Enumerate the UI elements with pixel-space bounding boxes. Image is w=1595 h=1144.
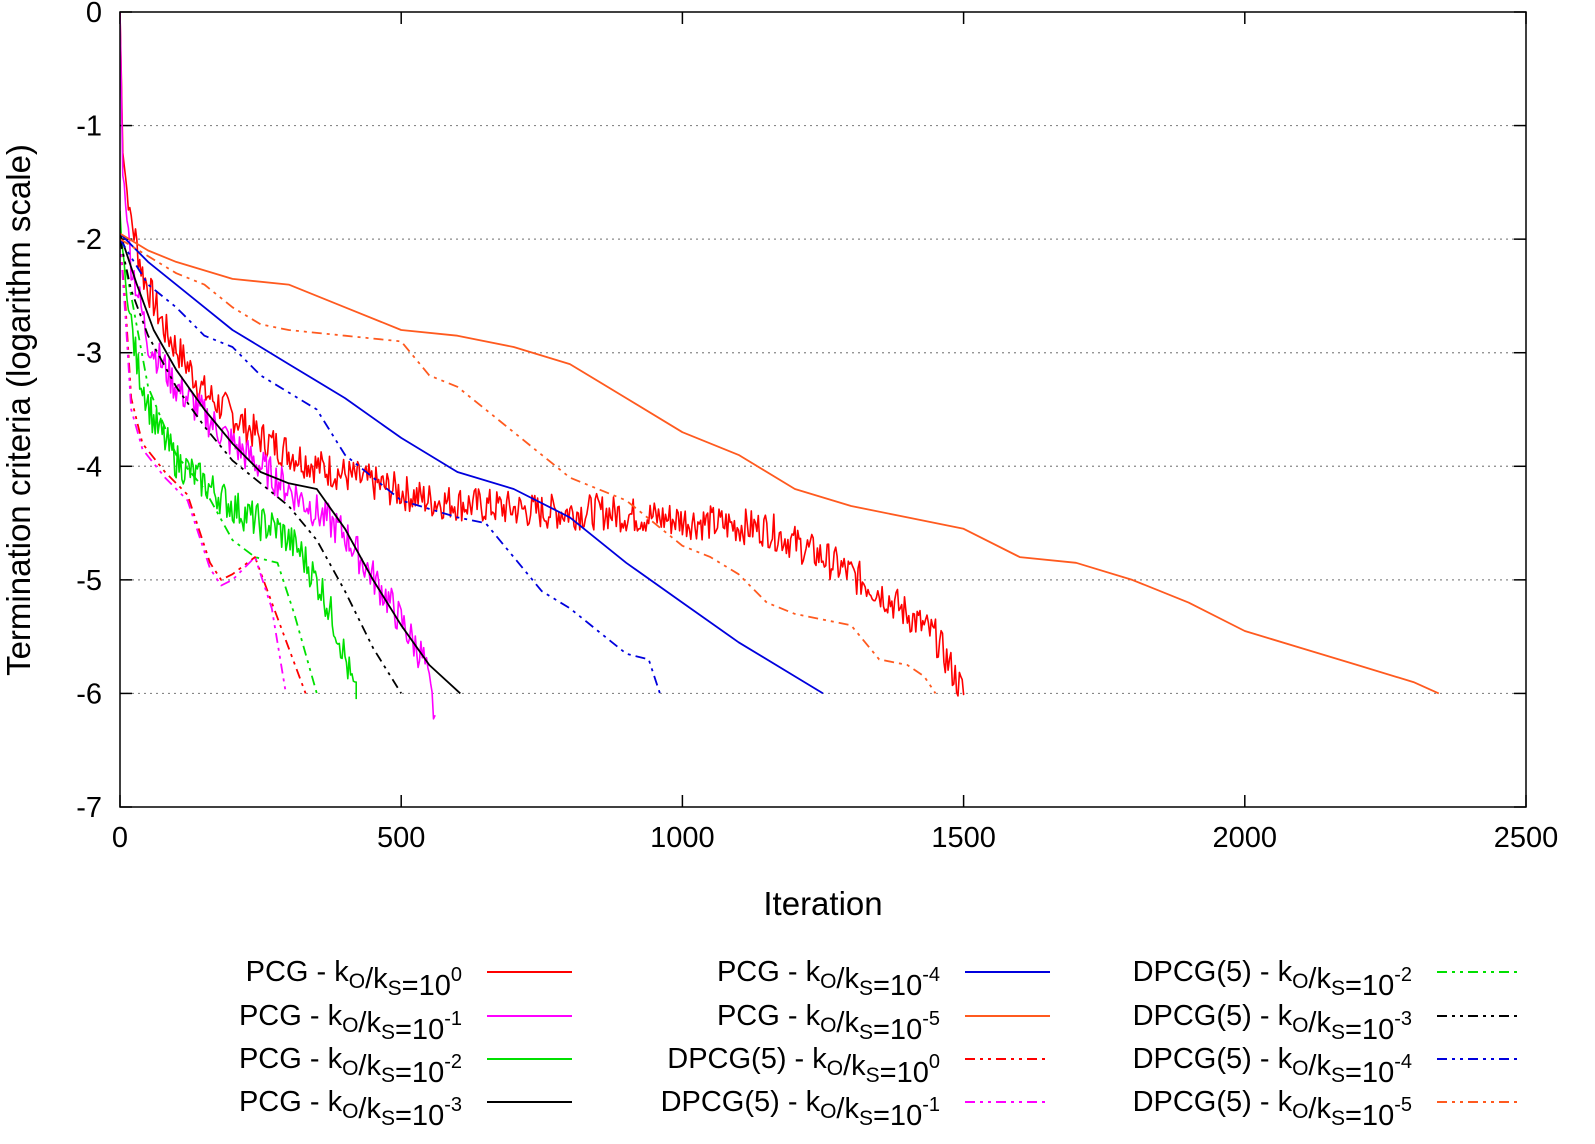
y-axis-title: Termination criteria (logarithm scale) <box>0 144 37 676</box>
series-line-6 <box>120 232 1440 695</box>
axis-ticks <box>119 11 1527 808</box>
x-tick-label: 500 <box>377 822 425 854</box>
x-tick-label: 2000 <box>1213 822 1278 854</box>
x-axis-title: Iteration <box>763 885 882 922</box>
tick-labels: 0 -1 -2 -3 -4 -5 -6 -7 0 500 1000 1500 2000 2500 <box>76 0 1558 854</box>
legend-label-5: PCG - kO/kS=10-4 <box>717 956 940 1002</box>
series-lines <box>120 12 1440 720</box>
series-line-3 <box>120 210 357 700</box>
series-line-10 <box>120 238 402 694</box>
y-tick-label: -2 <box>76 224 102 256</box>
series-line-9 <box>120 238 318 694</box>
series-line-12 <box>120 238 937 694</box>
y-tick-label: -6 <box>76 678 102 710</box>
x-tick-label: 1000 <box>650 822 715 854</box>
legend-label-7: DPCG(5) - kO/kS=100 <box>667 1043 940 1089</box>
x-tick-label: 2500 <box>1494 822 1559 854</box>
legend-label-1: PCG - kO/kS=100 <box>246 956 462 1002</box>
legend-label-11: DPCG(5) - kO/kS=10-4 <box>1133 1043 1412 1089</box>
legend-label-9: DPCG(5) - kO/kS=10-2 <box>1133 956 1412 1002</box>
y-tick-label: -4 <box>76 451 102 483</box>
y-tick-label: -5 <box>76 565 102 597</box>
legend-label-6: PCG - kO/kS=10-5 <box>717 1000 940 1046</box>
series-line-11 <box>120 238 661 694</box>
series-line-2 <box>120 12 436 720</box>
legend-label-10: DPCG(5) - kO/kS=10-3 <box>1133 1000 1412 1046</box>
series-line-1 <box>120 12 965 697</box>
y-tick-label: -3 <box>76 338 102 370</box>
series-line-4 <box>120 233 461 695</box>
y-tick-label: 0 <box>86 0 102 29</box>
x-tick-label: 0 <box>112 822 128 854</box>
legend-label-3: PCG - kO/kS=10-2 <box>239 1043 462 1089</box>
x-tick-label: 1500 <box>931 822 996 854</box>
legend-label-8: DPCG(5) - kO/kS=10-1 <box>661 1086 940 1132</box>
plot-frame <box>119 11 1527 808</box>
y-tick-label: -1 <box>76 111 102 143</box>
legend-label-2: PCG - kO/kS=10-1 <box>239 1000 462 1046</box>
series-line-8 <box>120 239 287 694</box>
series-line-5 <box>120 232 824 695</box>
legend-label-4: PCG - kO/kS=10-3 <box>239 1086 462 1132</box>
legend-label-12: DPCG(5) - kO/kS=10-5 <box>1133 1086 1412 1132</box>
y-tick-label: -7 <box>76 792 102 824</box>
